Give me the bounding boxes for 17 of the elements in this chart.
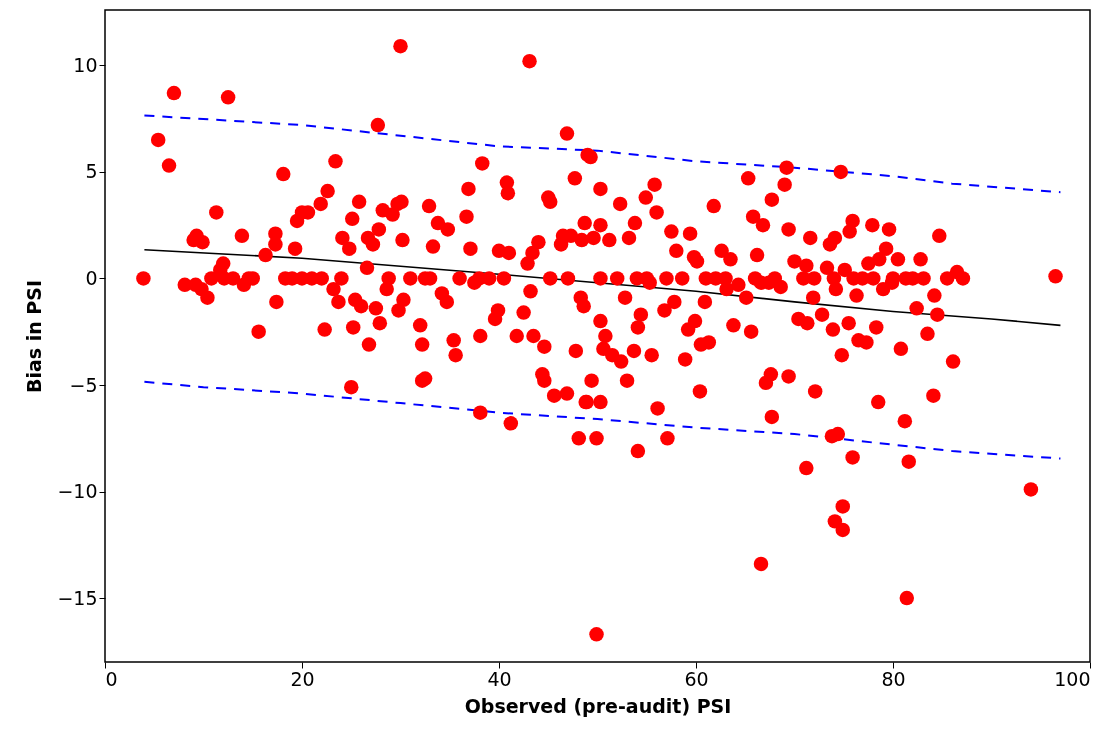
x-tick-label: 20 bbox=[290, 667, 315, 690]
x-tick-label: 100 bbox=[1054, 667, 1091, 690]
x-tick-label: 0 bbox=[105, 667, 118, 690]
line-series bbox=[143, 114, 1062, 194]
x-axis-title: Observed (pre-audit) PSI bbox=[464, 694, 732, 717]
y-tick-label: −5 bbox=[69, 373, 98, 396]
line-series bbox=[143, 248, 1062, 327]
y-tick-label: 10 bbox=[73, 53, 98, 76]
line-series bbox=[143, 380, 1062, 460]
y-tick-label: 5 bbox=[85, 160, 98, 183]
x-tick-label: 40 bbox=[487, 667, 512, 690]
x-tick-label: 60 bbox=[684, 667, 709, 690]
y-tick-label: 0 bbox=[85, 266, 98, 289]
y-tick-label: −15 bbox=[57, 586, 98, 609]
x-tick-label: 80 bbox=[881, 667, 906, 690]
y-axis-title: Bias in PSI bbox=[23, 279, 46, 394]
y-tick-label: −10 bbox=[57, 480, 98, 503]
